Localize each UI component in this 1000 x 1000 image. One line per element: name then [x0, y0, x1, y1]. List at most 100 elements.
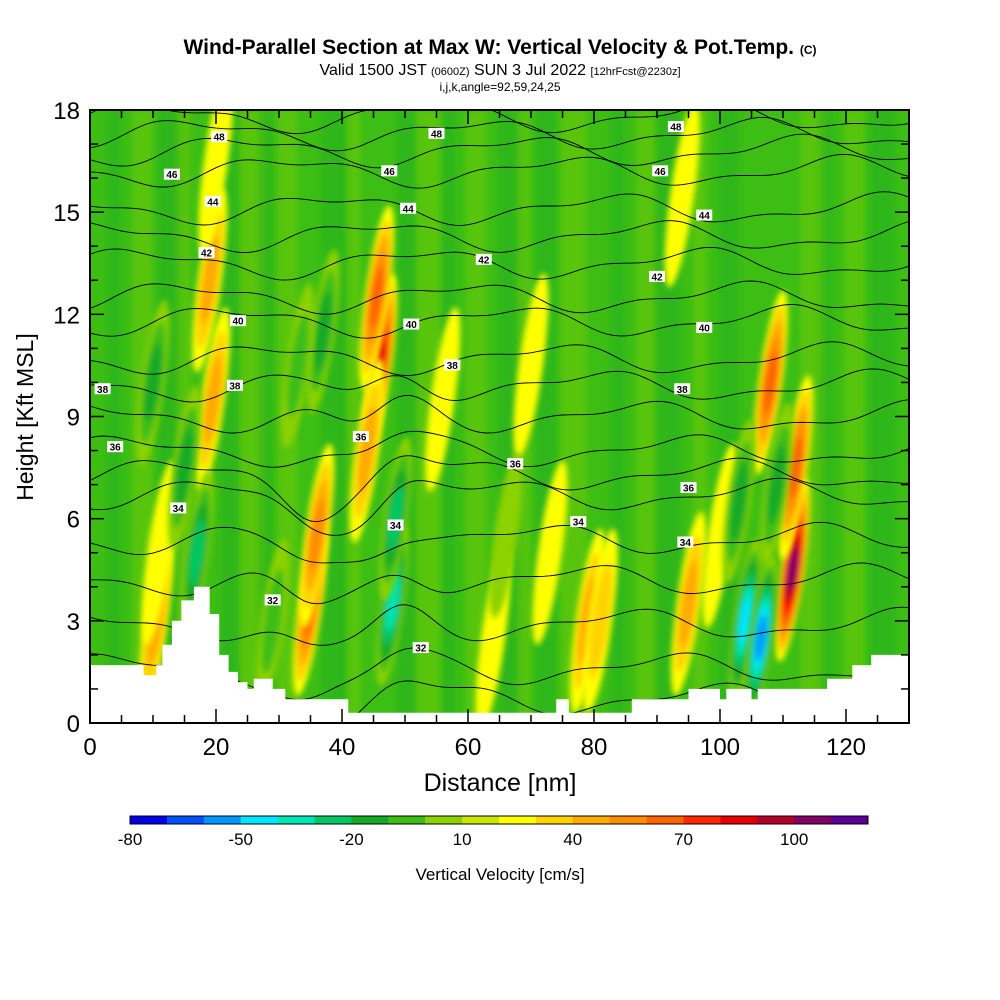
updraft-cell [670, 511, 707, 696]
x-tick-label: 60 [455, 734, 482, 761]
theta-label-text: 36 [110, 443, 122, 454]
theta-label-text: 38 [677, 385, 689, 396]
theta-contour-label: 44 [204, 195, 221, 208]
label-box [507, 458, 524, 470]
velocity-band [489, 453, 523, 618]
velocity-band [200, 236, 219, 325]
y-tick-label: 6 [67, 507, 80, 534]
theta-contour-label: 46 [652, 165, 669, 178]
label-box [696, 321, 713, 333]
velocity-band [767, 444, 786, 525]
theta-contour-label: 48 [667, 121, 684, 134]
theta-contour-line [90, 430, 909, 468]
colorbar-swatch [425, 816, 463, 824]
label-box [475, 253, 492, 265]
downdraft-cell [375, 521, 409, 687]
theta-contour-label: 36 [680, 482, 697, 495]
colorbar-swatch [609, 816, 648, 824]
chart-params: i,j,k,angle=92,59,24,25 [439, 80, 561, 94]
velocity-band [203, 355, 223, 444]
theta-contour-line [90, 153, 909, 189]
x-tick-label: 20 [203, 734, 230, 761]
x-tick-label: 120 [826, 734, 866, 761]
theta-contour-label: 46 [381, 165, 398, 178]
label-box [204, 195, 221, 207]
theta-contour-label: 42 [475, 253, 492, 266]
theta-contour-label: 40 [403, 318, 420, 331]
theta-label-text: 46 [166, 170, 178, 181]
x-tick-label: 80 [581, 734, 608, 761]
theta-label-text: 38 [97, 385, 109, 396]
theta-contour-line [90, 280, 909, 315]
theta-contour-label: 38 [674, 383, 691, 396]
theta-contour-label: 34 [170, 502, 187, 515]
texture-streak [346, 110, 361, 723]
label-box [677, 536, 694, 548]
theta-contour-label: 48 [428, 127, 445, 140]
theta-contour-label: 40 [230, 315, 247, 328]
x-tick-label: 0 [83, 734, 96, 761]
theta-label-text: 32 [415, 644, 427, 655]
colorbar-swatch [240, 816, 279, 824]
downdraft-cell [136, 300, 170, 465]
downdraft-cell [760, 402, 794, 567]
velocity-band [513, 273, 549, 458]
velocity-band [141, 460, 177, 645]
downdraft-cell [281, 283, 315, 448]
x-tick-label: 100 [700, 734, 740, 761]
theta-label-text: 40 [232, 317, 244, 328]
label-box [680, 482, 697, 494]
label-box [107, 441, 124, 453]
theta-label-text: 40 [699, 323, 711, 334]
theta-contour-label: 48 [211, 131, 228, 144]
downdraft-cell [378, 436, 413, 601]
theta-label-text: 42 [478, 255, 490, 266]
y-tick-label: 12 [53, 302, 80, 329]
label-box [352, 430, 369, 442]
theta-contour-label: 44 [400, 202, 417, 215]
theta-contour-label: 42 [198, 247, 215, 260]
theta-contour-label: 38 [444, 359, 461, 372]
label-box [163, 168, 180, 180]
theta-label-text: 48 [431, 129, 443, 140]
velocity-band [425, 307, 461, 492]
theta-contour-line [90, 246, 909, 281]
label-box [387, 519, 404, 531]
colorbar-swatch [462, 816, 500, 824]
colorbar-label: Vertical Velocity [cm/s] [415, 865, 584, 884]
colorbar-swatch [388, 816, 426, 824]
label-box [652, 165, 669, 177]
velocity-band [308, 499, 325, 572]
label-box [412, 642, 429, 654]
theta-contour-label: 36 [107, 441, 124, 454]
theta-contour-label: 38 [94, 383, 111, 396]
velocity-band [664, 110, 700, 288]
colorbar-swatch [277, 816, 315, 824]
velocity-band [679, 559, 698, 648]
label-box [198, 247, 215, 259]
theta-label-text: 34 [573, 518, 585, 529]
colorbar-swatch [831, 816, 869, 824]
copyright-mark: (C) [799, 43, 817, 57]
theta-contour-line [90, 220, 909, 253]
texture-streak [636, 110, 657, 723]
theta-contour-label: 44 [696, 209, 713, 222]
colorbar-swatch [535, 816, 574, 824]
downdraft-cell [728, 538, 762, 704]
texture-streak [107, 110, 122, 723]
label-box [428, 127, 445, 139]
theta-label-text: 48 [670, 123, 682, 134]
theta-contour-line [90, 521, 909, 564]
chart-title-block: Wind-Parallel Section at Max W: Vertical… [0, 36, 1000, 93]
chart-subtitle: Valid 1500 JST (0600Z) SUN 3 Jul 2022 [1… [319, 62, 681, 79]
y-tick-label: 18 [53, 98, 80, 125]
theta-label-text: 48 [214, 133, 226, 144]
velocity-band [189, 520, 205, 586]
theta-contour-line [90, 562, 909, 605]
theta-label-text: 44 [699, 211, 711, 222]
theta-label-text: 40 [406, 320, 418, 331]
theta-label-text: 38 [447, 361, 459, 372]
downdraft-cell [180, 470, 214, 635]
updraft-cell [195, 307, 231, 492]
velocity-band [532, 460, 568, 645]
